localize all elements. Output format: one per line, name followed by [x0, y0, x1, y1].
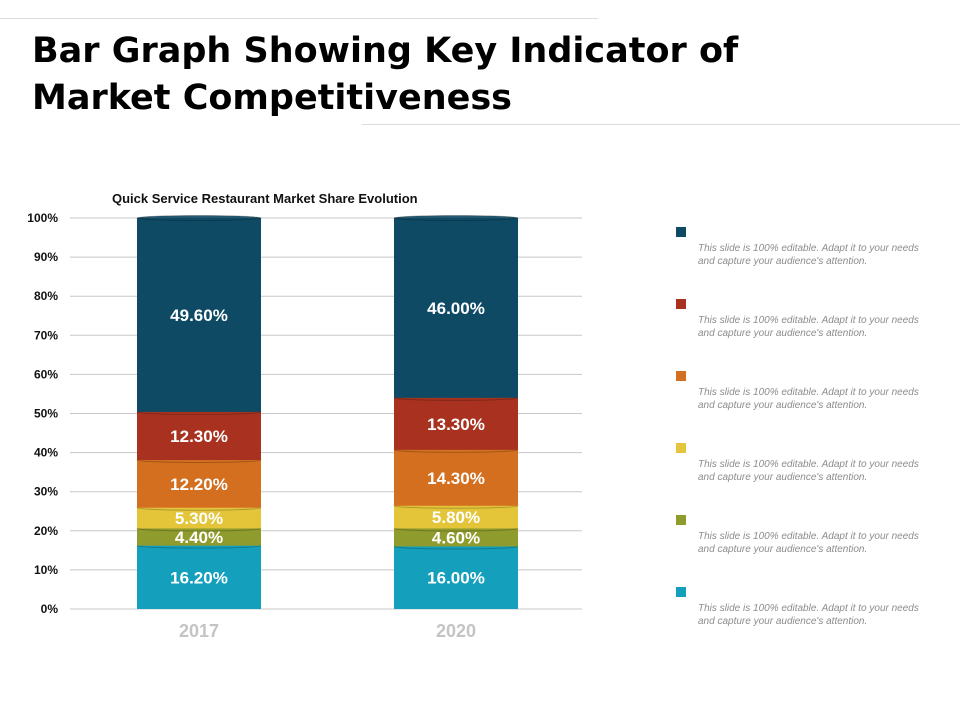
top-divider: [0, 18, 598, 19]
legend-swatch: [676, 587, 686, 597]
data-label: 12.30%: [170, 427, 228, 446]
legend-swatch: [676, 443, 686, 453]
legend-swatch: [676, 299, 686, 309]
data-label: 16.00%: [427, 569, 485, 588]
title-divider: [362, 124, 960, 125]
bar-segment: [394, 528, 518, 547]
y-tick-label: 90%: [34, 250, 58, 264]
legend-text: This slide is 100% editable. Adapt it to…: [698, 459, 919, 483]
data-label: 4.60%: [432, 528, 480, 547]
bar-segment: [137, 218, 261, 412]
y-tick-label: 70%: [34, 328, 58, 342]
y-tick-label: 60%: [34, 367, 58, 381]
legend-text: This slide is 100% editable. Adapt it to…: [698, 531, 919, 555]
bar-segment: [394, 449, 518, 506]
legend-text: This slide is 100% editable. Adapt it to…: [698, 315, 919, 339]
data-label: 49.60%: [170, 306, 228, 325]
bar-segment-rim: [393, 215, 519, 221]
stacked-bar-chart: 0% 10% 20% 30% 40% 50% 60% 70% 80% 90% 100% 16.20% 4…: [27, 211, 582, 641]
bar-segment: [394, 546, 518, 609]
data-label: 5.30%: [175, 509, 223, 528]
y-tick-label: 0%: [41, 602, 59, 616]
bar-segment: [137, 411, 261, 461]
y-tick-label: 30%: [34, 485, 58, 499]
x-category-label: 2020: [436, 621, 476, 641]
y-tick-label: 100%: [27, 211, 58, 225]
legend-swatch: [676, 515, 686, 525]
legend-item: This slide is 100% editable. Adapt it to…: [676, 440, 946, 512]
bar-segment: [394, 505, 518, 529]
legend-item: This slide is 100% editable. Adapt it to…: [676, 584, 946, 656]
y-tick-label: 20%: [34, 524, 58, 538]
y-tick-label: 80%: [34, 289, 58, 303]
bar-segment: [394, 218, 518, 398]
legend-swatch: [676, 371, 686, 381]
y-tick-label: 40%: [34, 446, 58, 460]
bar-segment: [137, 528, 261, 546]
bar-segment: [137, 545, 261, 609]
data-label: 14.30%: [427, 469, 485, 488]
legend-item: This slide is 100% editable. Adapt it to…: [676, 224, 946, 296]
legend-item: This slide is 100% editable. Adapt it to…: [676, 296, 946, 368]
legend-item: This slide is 100% editable. Adapt it to…: [676, 368, 946, 440]
legend-text: This slide is 100% editable. Adapt it to…: [698, 387, 919, 411]
data-label: 4.40%: [175, 528, 223, 547]
legend-text: This slide is 100% editable. Adapt it to…: [698, 243, 919, 267]
data-label: 12.20%: [170, 475, 228, 494]
bar-segment: [137, 507, 261, 529]
data-label: 13.30%: [427, 415, 485, 434]
x-category-label: 2017: [179, 621, 219, 641]
page-title: Bar Graph Showing Key Indicator of Marke…: [32, 31, 739, 118]
legend-text: This slide is 100% editable. Adapt it to…: [698, 603, 919, 627]
y-tick-label: 50%: [34, 407, 58, 421]
bar-segment: [394, 397, 518, 450]
bar-segment: [137, 460, 261, 508]
legend-item: This slide is 100% editable. Adapt it to…: [676, 512, 946, 584]
chart-title: Quick Service Restaurant Market Share Ev…: [112, 191, 418, 206]
data-label: 5.80%: [432, 508, 480, 527]
data-label: 46.00%: [427, 299, 485, 318]
data-label: 16.20%: [170, 568, 228, 587]
y-tick-label: 10%: [34, 563, 58, 577]
legend: This slide is 100% editable. Adapt it to…: [676, 224, 946, 656]
legend-swatch: [676, 227, 686, 237]
bar-segment-rim: [136, 215, 262, 221]
